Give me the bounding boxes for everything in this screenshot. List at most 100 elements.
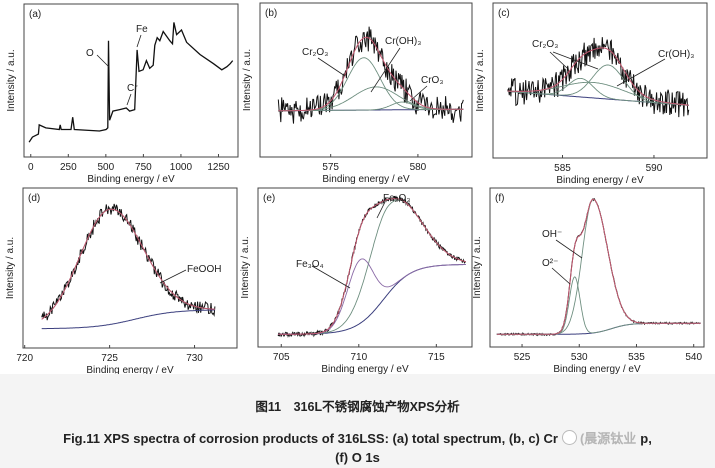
peak-annotation: O: [86, 48, 94, 59]
x-tick-label: 250: [60, 162, 77, 173]
panel-label: (d): [28, 193, 40, 204]
caption-english-text: Fig.11 XPS spectra of corrosion products…: [63, 431, 558, 446]
caption-english-tail: p,: [640, 431, 652, 446]
x-axis-label: Binding energy / eV: [87, 174, 175, 185]
y-axis-label: Intensity / a.u.: [6, 49, 17, 111]
component-peak-line: [278, 258, 466, 335]
annotation-arrow: [136, 34, 142, 48]
x-tick-label: 575: [322, 162, 339, 173]
annotation-arrow: [311, 265, 351, 289]
panel-label: (e): [263, 193, 275, 204]
panel-label: (f): [495, 193, 504, 204]
x-tick-label: 710: [350, 352, 367, 363]
fitted-envelope-line: [41, 208, 215, 320]
caption-english-line2: (f) O 1s: [335, 450, 380, 465]
figure-caption: 图11 316L不锈钢腐蚀产物XPS分析 Fig.11 XPS spectra …: [0, 374, 715, 468]
annotation-arrow: [317, 57, 346, 77]
plot-frame: [257, 187, 473, 348]
annotation-arrow: [616, 58, 666, 87]
plot-frame: [492, 2, 708, 159]
component-peak-line: [507, 64, 689, 106]
x-tick-label: 590: [646, 163, 663, 174]
x-tick-label: 525: [514, 352, 531, 363]
fitted-envelope-line: [507, 47, 689, 106]
plot-frame: [23, 3, 239, 158]
panel-label: (c): [498, 8, 510, 19]
annotation-arrow: [370, 47, 401, 93]
peak-annotation: Cr(OH)₃: [658, 49, 694, 60]
y-axis-label: Intensity / a.u.: [240, 236, 251, 298]
peak-annotation: FeOOH: [187, 264, 221, 275]
x-tick-label: 530: [571, 352, 588, 363]
component-peak-line: [496, 198, 701, 335]
annotation-arrow: [96, 54, 110, 68]
x-axis-label: Binding energy / eV: [553, 364, 641, 374]
watermark-area: (晨源钛业: [561, 428, 637, 447]
plot-frame: [22, 187, 238, 349]
x-tick-label: 535: [628, 352, 645, 363]
peak-annotation: Cr: [127, 83, 138, 94]
annotation-arrow: [551, 267, 571, 285]
watermark-logo-icon: [561, 430, 577, 445]
annotation-arrow: [159, 269, 187, 284]
xps-figure: 0 250 500 750 1000 1250 Binding energy / eV Int…: [5, 2, 708, 374]
x-tick-label: 1000: [170, 162, 193, 173]
x-axis-label: Binding energy / eV: [321, 364, 409, 374]
x-tick-label: 580: [410, 162, 427, 173]
peak-annotation: Cr(OH)₃: [385, 36, 421, 47]
plot-frame: [489, 187, 705, 348]
panel-label: (b): [265, 8, 277, 19]
x-axis-label: Binding energy / eV: [86, 365, 174, 374]
panel-f: 525 530 535 540 Binding energy / eV Intensity…: [472, 187, 705, 374]
background-line: [41, 309, 215, 330]
annotation-arrow: [549, 51, 568, 69]
x-axis-label: Binding energy / eV: [556, 175, 644, 186]
x-tick-label: 725: [101, 353, 118, 364]
x-tick-label: 705: [273, 352, 290, 363]
peak-annotation: OH⁻: [542, 229, 562, 240]
panel-a: 0 250 500 750 1000 1250 Binding energy / eV Int…: [6, 3, 239, 185]
panel-label: (a): [29, 9, 41, 20]
background-line: [496, 322, 701, 335]
watermark: (晨源钛业: [579, 431, 637, 446]
x-tick-label: 540: [685, 352, 702, 363]
x-tick-label: 730: [186, 353, 203, 364]
x-tick-label: 1250: [207, 162, 230, 173]
survey-spectrum-line: [28, 22, 234, 143]
peak-annotation: Cr₂O₃: [532, 39, 558, 50]
caption-chinese: 图11 316L不锈钢腐蚀产物XPS分析: [255, 400, 460, 414]
annotation-arrow: [552, 51, 599, 70]
x-tick-label: 585: [554, 163, 571, 174]
peak-annotation: Cr₂O₃: [302, 47, 328, 58]
x-tick-label: 750: [135, 162, 152, 173]
component-peak-line: [496, 276, 701, 335]
peak-annotation: Fe₃O₄: [296, 259, 324, 270]
y-axis-label: Intensity / a.u.: [242, 49, 253, 111]
y-axis-label: Intensity / a.u.: [475, 49, 486, 111]
y-axis-label: Intensity / a.u.: [5, 237, 16, 299]
x-tick-label: 715: [428, 352, 445, 363]
fitted-envelope-line: [278, 198, 466, 335]
fitted-envelope-line: [496, 198, 701, 335]
x-axis-label: Binding energy / eV: [322, 174, 410, 185]
x-tick-label: 0: [28, 162, 34, 173]
annotation-arrow: [126, 93, 132, 106]
panel-d: 720 725 730 Binding energy / eV Intensity / …: [5, 187, 238, 374]
caption-english-line1: Fig.11 XPS spectra of corrosion products…: [0, 428, 715, 447]
plot-frame: [259, 2, 473, 158]
peak-annotation: Fe₂O₃: [383, 193, 410, 204]
measured-spectrum-line: [41, 203, 216, 321]
x-tick-label: 720: [16, 353, 33, 364]
fitted-envelope-line: [278, 36, 464, 112]
x-tick-label: 500: [98, 162, 115, 173]
peak-annotation: O²⁻: [542, 258, 558, 269]
panel-e: 705 710 715 Binding energy / eV Intensity / …: [240, 187, 473, 374]
annotation-arrow: [409, 85, 428, 102]
annotation-arrow: [555, 239, 583, 259]
background-line: [278, 264, 466, 335]
y-axis-label: Intensity / a.u.: [472, 236, 483, 298]
measured-spectrum-line: [496, 197, 701, 337]
